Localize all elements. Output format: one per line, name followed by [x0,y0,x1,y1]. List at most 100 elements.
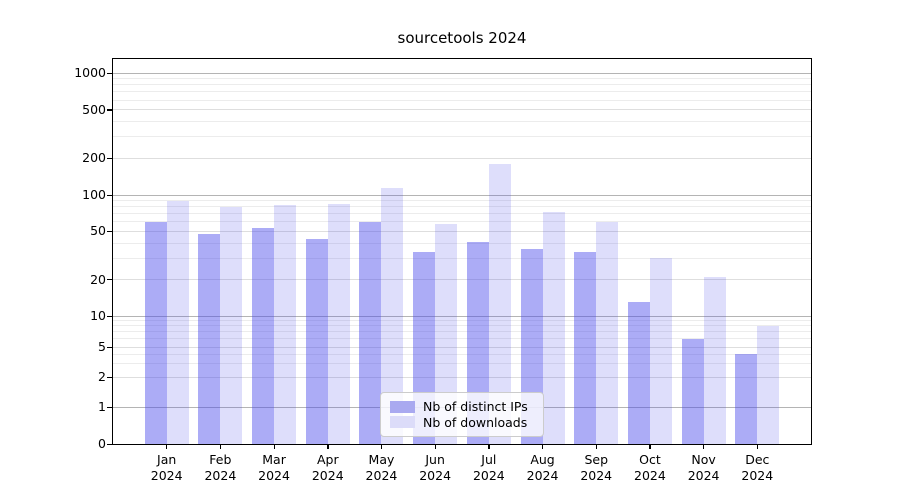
legend-swatch-distinct-ips [390,400,415,413]
y-tick-mark-100 [107,194,113,196]
x-tick-label-jan: Jan 2024 [150,452,183,483]
bar-distinct-ips-feb [198,233,221,444]
y-tick-label-50: 50 [90,223,106,239]
bar-downloads-dec [757,325,780,444]
legend-label-downloads: Nb of downloads [423,414,528,430]
gridline-1000 [113,72,811,74]
gridline-300 [113,136,811,138]
gridline-20 [113,279,811,281]
bar-downloads-jan [166,200,189,444]
y-tick-label-2: 2 [98,369,106,384]
y-tick-mark-2 [107,376,113,378]
y-tick-label-1000: 1000 [74,65,106,80]
x-tick-mark-sep [595,444,598,449]
x-tick-label-feb: Feb 2024 [204,452,237,483]
gridline-8 [113,325,811,327]
x-tick-mark-nov [703,444,705,449]
y-tick-mark-20 [107,279,113,281]
y-tick-label-10: 10 [90,308,106,323]
x-tick-mark-apr [327,444,329,449]
y-tick-mark-1 [107,406,113,408]
legend-item-downloads: Nb of downloads [390,415,533,431]
x-tick-label-sep: Sep 2024 [580,452,613,483]
x-tick-label-may: May 2024 [365,452,398,483]
gridline-500 [113,109,811,111]
x-tick-label-apr: Apr 2024 [311,452,344,483]
gridline-800 [113,84,811,86]
x-tick-mark-jan [166,444,168,449]
bar-distinct-ips-dec [735,354,758,444]
bar-distinct-ips-oct [627,302,650,444]
y-tick-mark-50 [107,230,113,233]
bar-downloads-jul [488,163,511,444]
x-tick-mark-feb [219,444,222,449]
gridline-90 [113,200,811,202]
gridline-9 [113,320,811,322]
gridline-700 [113,91,811,93]
gridline-100 [113,194,811,196]
y-tick-label-500: 500 [82,101,106,117]
x-tick-label-jun: Jun 2024 [419,452,452,483]
x-tick-label-oct: Oct 2024 [634,452,666,483]
bar-downloads-feb [220,206,243,444]
x-tick-mark-dec [756,444,759,449]
legend: Nb of distinct IPs Nb of downloads [380,392,544,437]
bar-distinct-ips-mar [252,228,275,444]
y-tick-mark-5 [107,346,113,348]
gridline-60 [113,221,811,223]
x-tick-mark-aug [542,444,544,449]
legend-label-distinct-ips: Nb of distinct IPs [423,399,528,415]
gridline-40 [113,242,811,244]
x-tick-mark-jul [488,444,490,449]
x-tick-mark-oct [649,444,651,449]
gridline-600 [113,99,811,101]
gridline-2 [113,376,811,378]
x-tick-mark-jun [434,444,436,449]
bar-distinct-ips-apr [305,239,328,444]
x-tick-label-nov: Nov 2024 [687,452,720,483]
bar-distinct-ips-nov [681,338,704,444]
gridline-70 [113,213,811,215]
bar-downloads-nov [703,277,726,444]
bar-downloads-apr [327,203,350,444]
bar-downloads-mar [274,205,297,444]
bar-downloads-may [381,187,404,444]
y-tick-label-5: 5 [98,339,106,354]
gridline-30 [113,257,811,259]
y-tick-mark-200 [107,157,113,160]
y-tick-mark-0 [107,443,113,445]
y-tick-label-1: 1 [98,399,106,414]
gridline-7 [113,331,811,333]
y-tick-label-0: 0 [98,436,106,451]
legend-item-distinct-ips: Nb of distinct IPs [390,399,533,415]
x-tick-label-dec: Dec 2024 [741,452,774,483]
gridline-900 [113,78,811,80]
bar-downloads-oct [649,258,672,444]
gridline-3 [113,363,811,365]
bar-distinct-ips-may [359,221,382,444]
gridline-5 [113,346,811,348]
x-tick-mark-may [380,444,383,449]
bar-downloads-jun [435,223,458,444]
gridline-200 [113,157,811,159]
gridline-80 [113,206,811,208]
gridline-50 [113,230,811,232]
x-tick-label-aug: Aug 2024 [526,452,559,483]
gridline-400 [113,121,811,123]
bar-downloads-aug [542,212,565,444]
x-tick-label-jul: Jul 2024 [472,452,505,483]
bar-distinct-ips-jan [144,221,167,444]
x-tick-label-mar: Mar 2024 [258,452,290,483]
y-tick-mark-500 [107,109,113,111]
y-tick-mark-10 [107,315,113,317]
y-tick-label-20: 20 [90,271,106,287]
gridline-4 [113,353,811,355]
y-tick-label-100: 100 [82,187,106,202]
y-tick-label-200: 200 [82,150,106,166]
y-tick-mark-1000 [107,72,113,74]
legend-swatch-downloads [390,416,415,429]
x-tick-mark-mar [273,444,275,449]
bar-downloads-sep [596,221,619,444]
gridline-6 [113,338,811,340]
